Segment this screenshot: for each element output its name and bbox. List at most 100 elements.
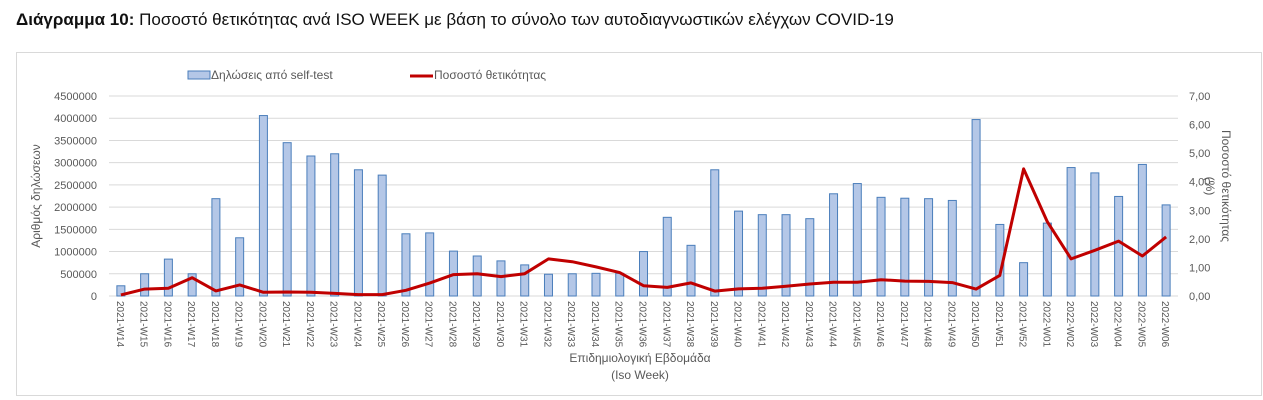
bar [543,273,553,297]
y2-tick-label: 1,00 [1189,262,1210,274]
bar [306,155,316,297]
x-axis-title-sub: (Iso Week) [611,368,669,382]
bar [947,199,957,297]
x-tick-label: 2021-W18 [209,301,220,348]
x-tick-label: 2021-W20 [256,301,267,348]
x-tick-label: 2021-W24 [351,301,362,348]
y2-tick-label: 2,00 [1189,234,1210,246]
x-tick-label: 2021-W48 [922,301,933,348]
bar [1066,167,1076,297]
left-axis-ticks: 0 500000 1000000 1500000 2000000 2500000 30000… [54,91,97,303]
bar [662,216,672,297]
bar [639,251,648,297]
x-tick-label: 2021-W19 [233,301,244,348]
bar [876,196,886,297]
x-tick-label: 2021-W34 [589,301,600,348]
bar [1090,172,1100,297]
x-tick-label: 2021-W51 [993,301,1004,348]
y-tick-label: 3000000 [54,158,97,170]
x-tick-label: 2021-W36 [637,301,648,348]
y2-axis-title-unit: (%) [1203,177,1217,196]
bar [1042,222,1052,297]
y-tick-label: 2000000 [54,202,97,214]
chart-frame [16,52,1262,396]
x-tick-label: 2021-W26 [399,301,410,348]
y2-axis-title: Ποσοστό θετικότητας [1219,130,1233,242]
y-tick-label: 1000000 [54,247,97,259]
legend: Δηλώσεις από self-test Ποσοστό θετικότητ… [187,68,546,82]
x-tick-label: 2021-W27 [423,301,434,348]
x-tick-label: 2021-W37 [660,301,671,348]
y-tick-label: 4000000 [54,113,97,125]
bar [567,273,577,297]
figure-title: Διάγραμμα 10: Ποσοστό θετικότητας ανά IS… [16,10,894,30]
bar [377,174,387,297]
x-tick-label: 2021-W41 [755,301,766,348]
x-tick-label: 2021-W45 [850,301,861,348]
x-tick-label: 2021-W35 [613,301,624,348]
y2-tick-label: 3,00 [1189,205,1210,217]
bar [140,273,150,297]
x-tick-label: 2021-W15 [138,301,149,348]
legend-line-label: Ποσοστό θετικότητας [434,68,546,82]
bar [353,169,363,297]
bar [805,218,815,297]
bar [496,260,506,297]
x-tick-label: 2021-W25 [375,301,386,348]
bar [900,197,910,297]
x-axis-ticks: 2021-W14 2021-W15 2021-W16 2021-W17 2021-W18… [114,301,1170,348]
bar [924,198,934,297]
bar [686,244,696,297]
x-tick-label: 2021-W16 [161,301,172,348]
bar [330,153,340,297]
x-tick-label: 2021-W46 [874,301,885,348]
x-tick-label: 2021-W30 [494,301,505,348]
x-tick-label: 2021-W14 [114,301,125,348]
bar [472,255,482,297]
bar [591,272,601,297]
y2-tick-label: 4,00 [1189,177,1210,189]
y-tick-label: 3500000 [54,135,97,147]
y-axis-title: Αριθμός δηλώσεων [29,144,43,248]
line-series [120,167,1168,297]
x-tick-label: 2021-W43 [803,301,814,348]
x-tick-label: 2022-W02 [1064,301,1075,348]
bar [1161,204,1171,297]
x-tick-label: 2021-W50 [969,301,980,348]
x-tick-label: 2021-W31 [518,301,529,348]
x-tick-label: 2021-W49 [945,301,956,348]
x-tick-label: 2021-W17 [185,301,196,348]
x-tick-label: 2022-W04 [1112,301,1123,348]
x-tick-label: 2021-W39 [708,301,719,348]
right-axis-ticks: 0,00 1,00 2,00 3,00 4,00 5,00 6,00 7,00 [1189,91,1210,303]
x-tick-label: 2022-W05 [1135,301,1146,348]
bar [425,232,435,297]
bar [282,142,292,297]
y-tick-label: 0 [91,291,97,303]
bar [734,210,744,297]
x-tick-label: 2021-W28 [446,301,457,348]
bar [235,237,245,297]
bar [781,214,791,297]
bar [187,273,197,297]
x-tick-label: 2021-W23 [328,301,339,348]
legend-bar-label: Δηλώσεις από self-test [211,68,333,82]
y-tick-label: 4500000 [54,91,97,103]
bar [163,258,173,297]
bar [852,183,862,297]
x-tick-label: 2021-W38 [684,301,695,348]
legend-bar-swatch [187,70,211,80]
bar-series [116,115,1171,297]
bar [971,119,981,297]
bar [829,193,839,297]
bar [615,272,625,297]
bar [211,198,221,297]
y2-tick-label: 6,00 [1189,120,1210,132]
x-tick-label: 2021-W40 [732,301,743,348]
x-tick-label: 2021-W52 [1017,301,1028,348]
y-tick-label: 2500000 [54,180,97,192]
figure-title-text: Ποσοστό θετικότητας ανά ISO WEEK με βάση… [139,10,894,29]
x-tick-label: 2021-W42 [779,301,790,348]
bar [710,169,720,297]
